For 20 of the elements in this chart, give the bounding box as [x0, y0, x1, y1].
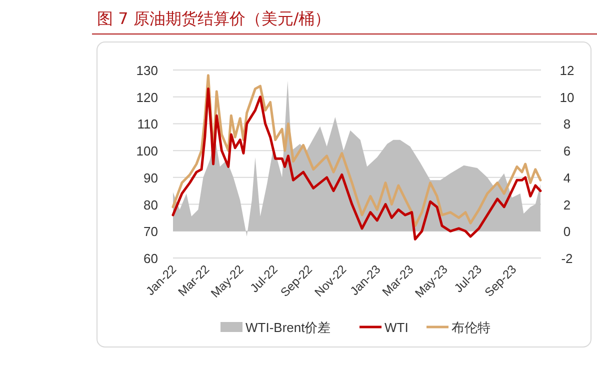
y2-tick-label: 8	[563, 116, 571, 132]
y2-tick-label: 10	[560, 90, 574, 105]
chart-title: 图 7 原油期货结算价（美元/桶）	[97, 9, 331, 28]
y2-tick-label: -2	[561, 251, 573, 266]
legend-label: WTI-Brent价差	[246, 320, 331, 335]
y-tick-label: 70	[144, 224, 158, 240]
y2-tick-label: 2	[563, 197, 571, 212]
y-tick-label: 110	[137, 116, 158, 132]
y-tick-label: 100	[136, 144, 158, 159]
y2-tick-label: 12	[560, 63, 574, 78]
y-tick-label: 90	[144, 170, 158, 186]
y-tick-label: 120	[136, 90, 158, 105]
y2-tick-label: 0	[563, 224, 571, 240]
y2-tick-label: 6	[563, 144, 571, 159]
y-tick-label: 130	[136, 63, 158, 78]
legend-label: 布伦特	[452, 320, 490, 335]
y-tick-label: 80	[144, 197, 158, 212]
y2-tick-label: 4	[563, 170, 571, 186]
legend-label: WTI	[384, 320, 408, 335]
y-tick-label: 60	[144, 251, 158, 266]
